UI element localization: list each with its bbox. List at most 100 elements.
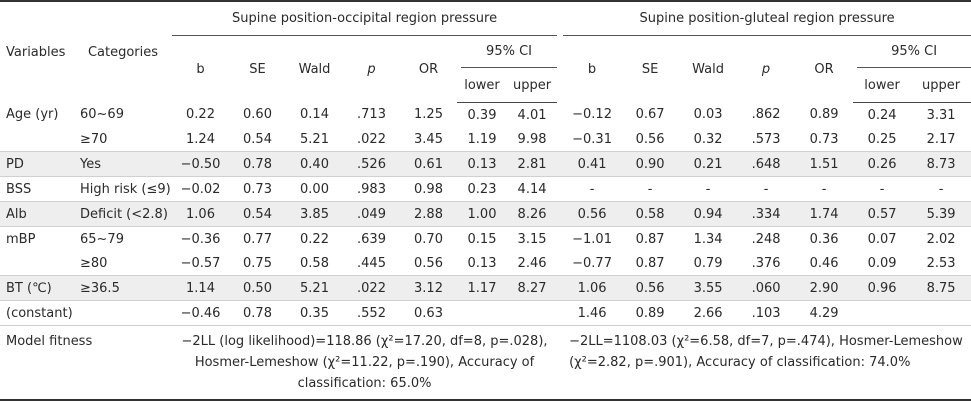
occ-lower-cell: 0.13	[467, 255, 497, 271]
occ-b-cell: 1.06	[172, 201, 229, 227]
table-row: ≥70 1.24 0.54 5.21 .022 3.45 1.19 9.98 −0.31 0.56…	[0, 127, 971, 152]
occ-lower-cell: 1.19	[467, 131, 497, 147]
occ-se-cell: 0.54	[243, 131, 272, 147]
occ-wald-cell: 5.21	[286, 275, 343, 301]
header-glu-lower: lower	[853, 68, 912, 103]
glu-se-cell: 0.87	[635, 255, 665, 271]
glu-b-cell: -	[563, 176, 622, 202]
table-header: Variables Categories Supine position-occ…	[0, 0, 971, 103]
header-group-gluteal: Supine position-gluteal region pressure	[563, 0, 971, 36]
occ-b-cell: −0.57	[180, 255, 221, 271]
occ-wald-cell: 0.14	[300, 107, 329, 123]
occ-upper-cell: 3.15	[507, 226, 558, 251]
glu-upper-cell	[911, 300, 971, 326]
glu-b-cell: 1.46	[563, 300, 622, 326]
table-row: PD Yes −0.50 0.78 0.40.526 0.61 0.13 2.81 0.41 0.…	[0, 151, 971, 177]
glu-wald-cell: 1.34	[679, 226, 738, 251]
glu-upper-cell: 5.39	[911, 201, 971, 227]
glu-wald-cell: 0.32	[693, 131, 723, 147]
glu-se-cell: 0.90	[621, 151, 680, 177]
table-row: (constant) −0.46 0.78 0.35.552 0.63 1.46 0.89 2…	[0, 300, 971, 326]
column-gap	[557, 201, 564, 227]
glu-or-cell: 2.90	[795, 275, 854, 301]
row-category: ≥36.5	[74, 275, 172, 301]
row-variable: PD	[0, 151, 74, 177]
occ-lower-cell	[457, 300, 507, 326]
glu-b-cell: −0.12	[572, 107, 612, 123]
occ-b-cell: −0.36	[172, 226, 229, 251]
row-category: 60~69	[80, 107, 124, 123]
header-occ-wald: Wald	[286, 36, 343, 103]
glu-lower-cell: 0.57	[853, 201, 912, 227]
occ-wald-cell: 0.35	[286, 300, 343, 326]
glu-lower-cell: -	[853, 176, 912, 202]
glu-lower-cell: 0.26	[853, 151, 912, 177]
glu-lower-cell: 0.25	[867, 131, 897, 147]
glu-se-cell: 0.58	[621, 201, 680, 227]
header-occ-p: p	[343, 36, 400, 103]
glu-se-cell: 0.87	[621, 226, 680, 251]
row-category	[74, 300, 172, 326]
glu-p-cell: .376	[751, 255, 781, 271]
occ-p-cell: .639	[343, 226, 400, 251]
row-category: ≥80	[80, 255, 108, 271]
glu-se-cell: 0.56	[621, 275, 680, 301]
glu-upper-cell: 2.02	[911, 226, 971, 251]
column-gap	[557, 300, 564, 326]
header-occ-upper: upper	[507, 68, 558, 103]
occ-or-cell: 3.12	[400, 275, 457, 301]
occ-lower-cell: 1.17	[457, 275, 507, 301]
glu-lower-cell: 0.24	[867, 107, 897, 123]
glu-b-cell: 0.41	[563, 151, 622, 177]
header-occ-se: SE	[229, 36, 286, 103]
header-variables: Variables	[0, 0, 74, 103]
glu-wald-cell: 0.03	[693, 107, 723, 123]
glu-p-cell: -	[737, 176, 796, 202]
glu-p-cell: .060	[737, 275, 796, 301]
header-glu-ci: 95% CI	[853, 36, 971, 68]
occ-wald-cell: 0.00	[286, 176, 343, 202]
header-glu-p: p	[737, 36, 796, 103]
glu-lower-cell: 0.09	[867, 255, 897, 271]
occ-lower-cell: 0.13	[457, 151, 507, 177]
table-row: BSS High risk (≤9) −0.02 0.73 0.00.983 0.98 0.…	[0, 176, 971, 202]
row-variable: Alb	[0, 201, 74, 227]
header-categories: Categories	[74, 0, 172, 103]
glu-upper-cell: -	[911, 176, 971, 202]
occ-lower-cell: 0.39	[467, 107, 497, 123]
occ-wald-cell: 0.58	[300, 255, 329, 271]
row-category: Yes	[74, 151, 172, 177]
row-category: Deficit (<2.8)	[74, 201, 172, 227]
glu-or-cell: 0.36	[795, 226, 854, 251]
glu-p-cell: .573	[751, 131, 781, 147]
model-fitness-row: Model fitness −2LL (log likelihood)=118.8…	[0, 325, 971, 401]
glu-b-cell: −0.77	[572, 255, 612, 271]
header-occ-b: b	[172, 36, 229, 103]
glu-wald-cell: 0.21	[679, 151, 738, 177]
header-glu-b: b	[563, 36, 622, 103]
glu-b-cell: 0.56	[563, 201, 622, 227]
occ-se-cell: 0.73	[229, 176, 286, 202]
table-body: Age (yr) 60~69 0.22 0.60 0.14 .713 1.25 0.39 4.0…	[0, 103, 971, 401]
occ-or-cell: 0.70	[400, 226, 457, 251]
occ-or-cell: 3.45	[414, 131, 443, 147]
model-fitness-gluteal: −2LL=1108.03 (χ²=6.58, df=7, p=.474), Ho…	[563, 325, 971, 401]
row-variable: BT (℃)	[0, 275, 74, 301]
glu-or-cell: 4.29	[795, 300, 854, 326]
occ-p-cell: .552	[343, 300, 400, 326]
header-occ-lower: lower	[457, 68, 507, 103]
occ-lower-cell: 0.15	[457, 226, 507, 251]
glu-se-cell: 0.67	[635, 107, 665, 123]
occ-se-cell: 0.78	[229, 151, 286, 177]
occ-se-cell: 0.50	[229, 275, 286, 301]
row-variable: mBP	[0, 226, 74, 251]
row-variable	[0, 251, 74, 276]
occ-upper-cell: 4.14	[507, 176, 558, 202]
occ-wald-cell: 3.85	[286, 201, 343, 227]
glu-or-cell: 0.73	[809, 131, 839, 147]
glu-wald-cell: 0.79	[693, 255, 723, 271]
occ-b-cell: −0.02	[172, 176, 229, 202]
glu-p-cell: .648	[737, 151, 796, 177]
header-glu-upper: upper	[911, 68, 971, 103]
glu-upper-cell: 8.75	[911, 275, 971, 301]
